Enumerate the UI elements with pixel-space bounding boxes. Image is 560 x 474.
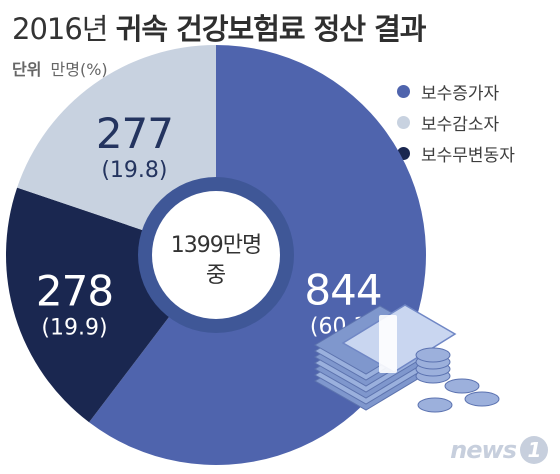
money-band-icon [379, 315, 397, 373]
data-label-value-increase: 844 [304, 266, 381, 315]
unit-value: 만명(%) [50, 60, 108, 79]
unit-prefix: 단위 [12, 60, 42, 79]
chart-title: 2016년 귀속 건강보험료 정산 결과 [12, 6, 427, 48]
coin-stack-icon [415, 347, 451, 363]
legend-label: 보수무변동자 [421, 146, 515, 166]
coin-icon [464, 391, 500, 407]
data-label-percent-unchanged: (19.9) [41, 315, 107, 340]
center-total-suffix: 중 [206, 263, 226, 288]
center-total-label: 1399만명 [171, 233, 261, 258]
news1-watermark: news 1 [450, 436, 548, 464]
watermark-brand: news [450, 436, 517, 464]
legend-label: 보수감소자 [421, 115, 500, 135]
legend-swatch [397, 116, 410, 129]
data-label-value-unchanged: 278 [36, 266, 113, 315]
legend-item: 보수감소자 [397, 107, 515, 138]
title-year: 2016년 [12, 12, 108, 46]
legend-swatch [397, 85, 410, 98]
legend-item: 보수무변동자 [397, 138, 515, 169]
unit-label: 단위 만명(%) [12, 56, 108, 80]
watermark-badge: 1 [520, 436, 548, 464]
legend-label: 보수증가자 [421, 84, 500, 104]
donut-hole [152, 191, 280, 319]
coin-icon [444, 378, 480, 394]
legend-item: 보수증가자 [397, 76, 515, 107]
data-label-percent-decrease: (19.8) [101, 158, 167, 183]
coin-icon [417, 397, 453, 413]
data-label-value-decrease: 277 [96, 109, 173, 158]
title-main: 귀속 건강보험료 정산 결과 [115, 12, 427, 46]
